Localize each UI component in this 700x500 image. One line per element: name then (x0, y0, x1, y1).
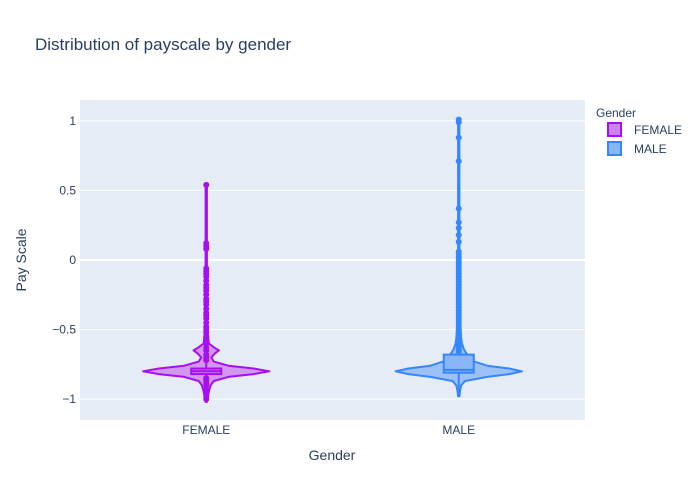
chart-title: Distribution of payscale by gender (35, 35, 291, 54)
outlier-point (455, 238, 462, 245)
legend: Gender FEMALE MALE (596, 106, 682, 156)
y-tick-label: 1 (69, 114, 76, 128)
outlier-point (203, 277, 210, 284)
y-tick-label: 0 (69, 253, 76, 267)
x-tick-label: MALE (442, 423, 475, 437)
outlier-point (455, 248, 462, 255)
outlier-point (203, 240, 210, 247)
grid-lines (80, 120, 585, 400)
outlier-point (203, 319, 210, 326)
legend-item-female[interactable]: FEMALE (607, 122, 682, 137)
legend-swatch-male (607, 141, 622, 156)
violins (142, 116, 523, 403)
outlier-point (203, 390, 210, 397)
outlier-point (203, 181, 210, 188)
violin-female (142, 181, 271, 403)
y-axis-label: Pay Scale (13, 228, 29, 291)
x-axis-label: Gender (309, 447, 356, 463)
outlier-point (203, 333, 210, 340)
outlier-point (455, 134, 462, 141)
outlier-point (203, 309, 210, 316)
legend-label-male: MALE (634, 142, 667, 156)
outlier-point (203, 282, 210, 289)
outlier-point (203, 295, 210, 302)
outlier-point (203, 337, 210, 344)
outlier-point (203, 305, 210, 312)
outlier-point (203, 323, 210, 330)
outlier-point (203, 344, 210, 351)
outlier-point (455, 225, 462, 231)
outlier-point (203, 291, 210, 298)
legend-item-male[interactable]: MALE (607, 141, 667, 156)
y-tick-label: −0.5 (52, 323, 76, 337)
legend-label-female: FEMALE (634, 123, 682, 137)
y-tick-label: −1 (62, 392, 76, 406)
legend-title: Gender (596, 106, 636, 120)
outlier-point (203, 386, 210, 393)
outlier-point (455, 205, 462, 212)
outlier-point (203, 265, 210, 272)
y-axis-ticks: 1 0.5 0 −0.5 −1 (52, 114, 76, 406)
x-axis-ticks: FEMALE MALE (182, 423, 475, 437)
x-tick-label: FEMALE (182, 423, 230, 437)
outlier-point (203, 375, 210, 382)
outlier-point (455, 116, 462, 123)
outlier-point (455, 231, 462, 238)
violin-male (394, 116, 523, 398)
outlier-point (203, 351, 210, 358)
y-tick-label: 0.5 (59, 183, 76, 197)
legend-swatch-female (607, 122, 622, 137)
outlier-point (455, 219, 462, 226)
outlier-point (455, 158, 462, 165)
